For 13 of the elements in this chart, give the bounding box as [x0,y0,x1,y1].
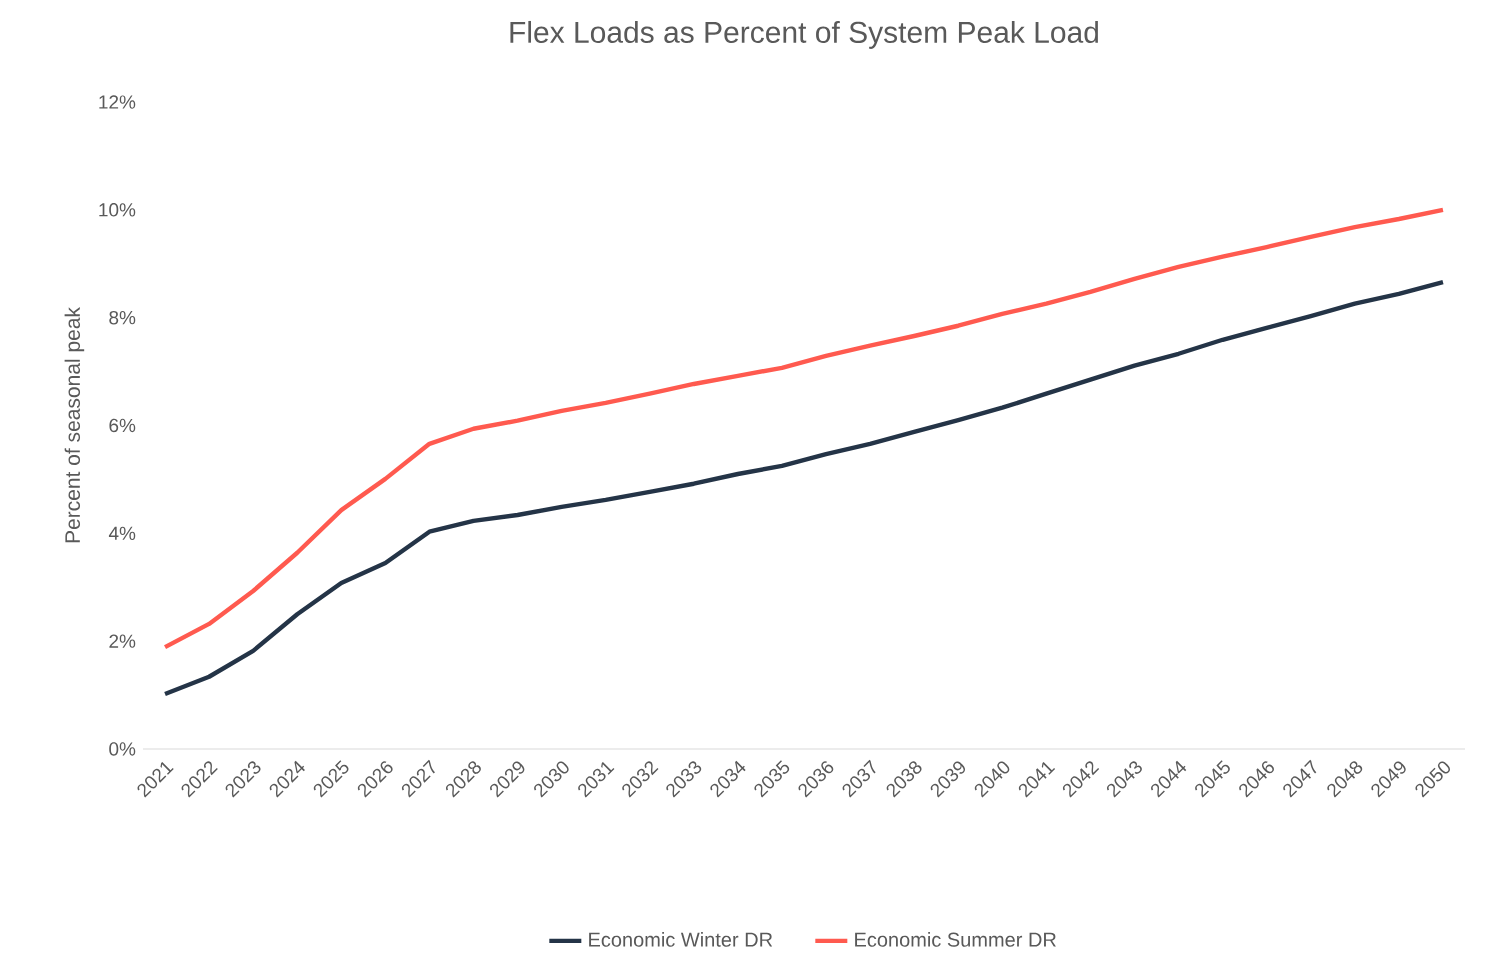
line-series [162,207,1446,650]
line-series [162,280,1446,697]
legend-label: Economic Summer DR [855,932,1056,947]
y-tick-label: 2% [109,634,136,649]
y-tick-label: 4% [108,526,136,541]
y-tick-label: 12% [99,95,136,109]
chart-title: Flex Loads as Percent of System Peak Load [510,21,1098,50]
y-tick-label: 8% [109,311,136,325]
y-tick-label: 0% [109,742,136,756]
legend-label: Economic Winter DR [589,932,773,947]
y-tick-label: 6% [109,418,136,433]
y-axis-title: Percent of seasonal peak [64,307,85,543]
y-tick-label: 10% [99,203,136,217]
